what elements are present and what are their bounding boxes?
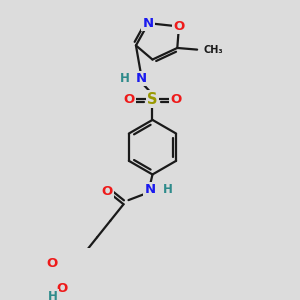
Text: N: N bbox=[136, 72, 147, 85]
Text: N: N bbox=[143, 17, 154, 30]
Text: H: H bbox=[120, 72, 130, 85]
Text: S: S bbox=[147, 92, 158, 107]
Text: N: N bbox=[144, 183, 156, 196]
Text: H: H bbox=[47, 290, 57, 300]
Text: O: O bbox=[173, 20, 184, 33]
Text: O: O bbox=[57, 282, 68, 295]
Text: O: O bbox=[47, 257, 58, 270]
Text: O: O bbox=[170, 93, 181, 106]
Text: O: O bbox=[124, 93, 135, 106]
Text: CH₃: CH₃ bbox=[204, 45, 224, 55]
Text: O: O bbox=[101, 184, 112, 197]
Text: H: H bbox=[162, 183, 172, 196]
